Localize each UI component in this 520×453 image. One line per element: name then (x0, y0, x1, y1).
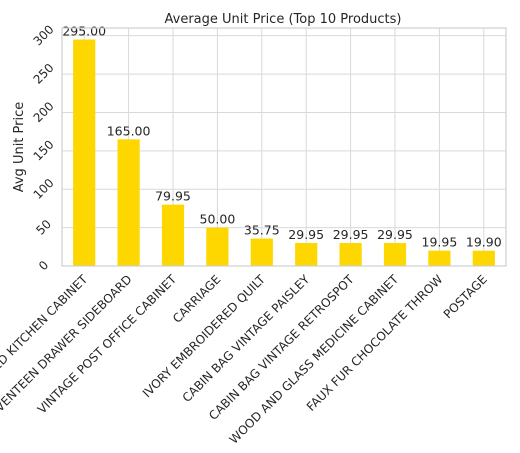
bar-value-label: 29.95 (377, 227, 413, 242)
bar (161, 204, 185, 266)
bar (428, 250, 451, 266)
data-labels: 295.00 165.00 79.95 50.00 35.75 29.95 29.95 29.… (62, 24, 501, 250)
x-tick-label: WOOD AND GLASS MEDICINE CABINET (227, 272, 402, 447)
bar-value-label: 165.00 (107, 123, 151, 138)
bar-value-label: 29.95 (288, 227, 324, 242)
bar-value-label: 29.95 (333, 227, 369, 242)
plot-frame (61, 27, 507, 267)
y-tick-label: 300 (31, 22, 57, 48)
chart-title: Average Unit Price (Top 10 Products) (165, 12, 402, 27)
bar (250, 238, 273, 266)
bar (206, 227, 229, 266)
y-tick-label: 100 (31, 176, 57, 202)
x-tick-label: POSTAGE (441, 272, 490, 321)
y-axis-label: Avg Unit Price (12, 102, 27, 193)
grid (62, 28, 506, 267)
bar-value-label: 295.00 (62, 24, 106, 39)
y-tick-label: 250 (31, 61, 57, 87)
bar-value-label: 35.75 (244, 223, 280, 238)
bar (117, 139, 140, 266)
y-axis-ticks: 0 50 100 150 200 250 300 (31, 22, 57, 273)
bar-value-label: 19.95 (422, 235, 458, 250)
y-tick-label: 0 (36, 258, 51, 273)
bar (295, 243, 318, 266)
bar-value-label: 79.95 (155, 189, 191, 204)
x-axis-ticks: VINTAGE RED KITCHEN CABINETRUSTIC SEVENT… (0, 272, 490, 453)
bar (73, 39, 96, 266)
bar-value-label: 50.00 (200, 212, 236, 227)
y-tick-label: 50 (33, 217, 54, 238)
bar (339, 243, 362, 266)
bar (383, 243, 407, 266)
y-tick-label: 200 (31, 99, 57, 125)
bar (472, 250, 495, 266)
bars (73, 39, 495, 266)
bar-value-label: 19.90 (466, 235, 502, 250)
y-tick-label: 150 (31, 137, 57, 163)
